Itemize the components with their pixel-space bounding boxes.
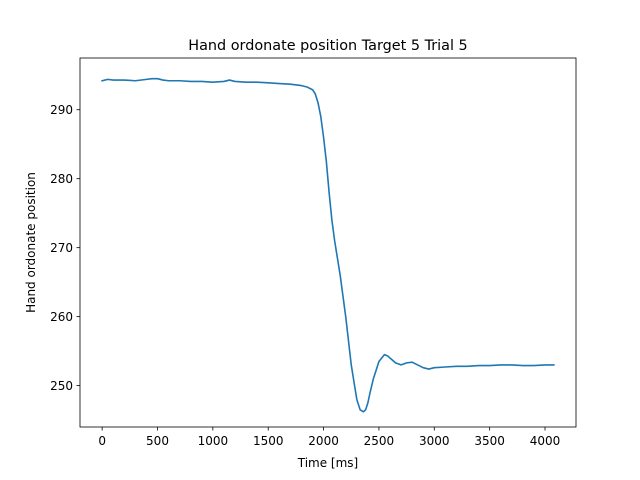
y-tick-label: 290 (50, 103, 73, 117)
x-tick-label: 500 (146, 434, 169, 448)
x-tick-label: 3000 (419, 434, 450, 448)
y-axis-label: Hand ordonate position (24, 172, 38, 313)
x-tick-label: 2500 (364, 434, 395, 448)
plot-frame (79, 57, 577, 428)
x-tick-label: 1500 (253, 434, 284, 448)
x-tick-label: 4000 (530, 434, 561, 448)
x-axis-label: Time [ms] (297, 456, 359, 470)
y-tick-label: 270 (50, 241, 73, 255)
y-tick-label: 250 (50, 379, 73, 393)
x-tick-label: 2000 (308, 434, 339, 448)
chart-title: Hand ordonate position Target 5 Trial 5 (188, 38, 467, 54)
series-line (101, 77, 555, 413)
x-tick-label: 3500 (474, 434, 505, 448)
plot-line-group (101, 77, 555, 413)
y-tick-label: 280 (50, 172, 73, 186)
x-tick-label: 0 (98, 434, 106, 448)
y-tick-label: 260 (50, 310, 73, 324)
x-tick-label: 1000 (198, 434, 229, 448)
x-axis-ticks: 0 500 1000 1500 2000 2500 3000 3500 4000 (98, 427, 560, 448)
y-axis-ticks: 250 260 270 280 290 (50, 103, 80, 393)
